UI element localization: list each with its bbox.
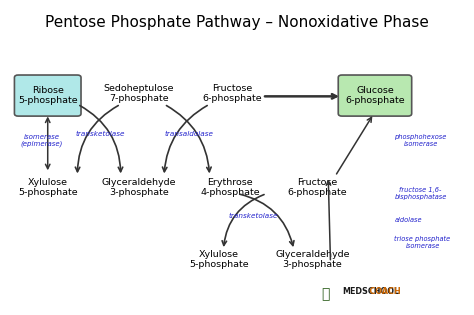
Text: Ribose
5-phosphate: Ribose 5-phosphate — [18, 86, 78, 105]
Text: Glyceraldehyde
3-phosphate: Glyceraldehyde 3-phosphate — [102, 178, 176, 197]
Text: phosphohexose
isomerase: phosphohexose isomerase — [394, 134, 447, 147]
FancyBboxPatch shape — [338, 75, 412, 116]
Text: aldolase: aldolase — [394, 217, 422, 223]
FancyBboxPatch shape — [14, 75, 81, 116]
Text: 🎓: 🎓 — [322, 287, 330, 301]
Text: isomerase
(epimerase): isomerase (epimerase) — [20, 134, 63, 147]
Text: transketolase: transketolase — [228, 213, 278, 219]
Text: fructose 1,6-
bisphosphatase: fructose 1,6- bisphosphatase — [394, 187, 447, 200]
Text: Pentose Phosphate Pathway – Nonoxidative Phase: Pentose Phosphate Pathway – Nonoxidative… — [45, 15, 429, 30]
Text: Erythrose
4-phosphate: Erythrose 4-phosphate — [201, 178, 260, 197]
Text: triose phosphate
isomerase: triose phosphate isomerase — [394, 236, 451, 249]
Text: MEDSCHOOL: MEDSCHOOL — [342, 287, 399, 296]
Text: Glyceraldehyde
3-phosphate: Glyceraldehyde 3-phosphate — [275, 250, 349, 269]
Text: transketolase: transketolase — [75, 131, 125, 137]
Text: Fructose
6-phosphate: Fructose 6-phosphate — [287, 178, 346, 197]
Text: Xylulose
5-phosphate: Xylulose 5-phosphate — [18, 178, 78, 197]
Text: Sedoheptulose
7-phosphate: Sedoheptulose 7-phosphate — [104, 83, 174, 103]
Text: Fructose
6-phosphate: Fructose 6-phosphate — [202, 83, 262, 103]
Text: COACH: COACH — [342, 287, 401, 296]
Text: transaldolase: transaldolase — [164, 131, 214, 137]
Text: Glucose
6-phosphate: Glucose 6-phosphate — [345, 86, 405, 105]
Text: Xylulose
5-phosphate: Xylulose 5-phosphate — [189, 250, 248, 269]
